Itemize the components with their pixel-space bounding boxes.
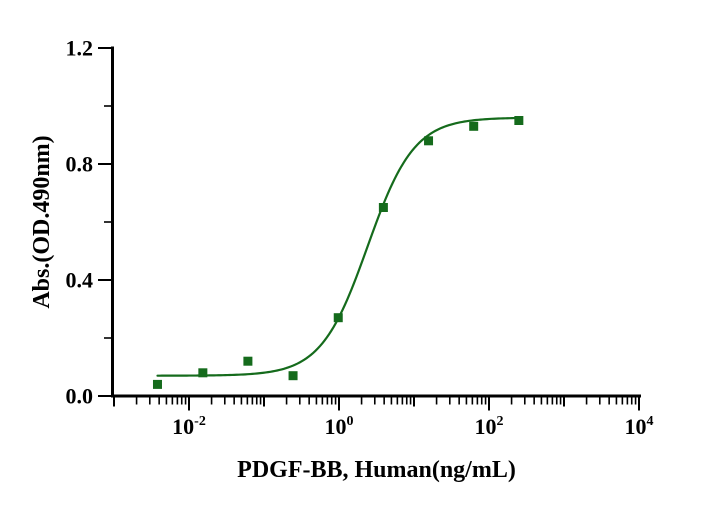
x-tick-label: 102 [475, 414, 504, 439]
fit-curve [156, 116, 520, 377]
x-tick-label: 10-2 [172, 414, 206, 439]
y-tick-label: 0.4 [66, 268, 94, 293]
data-point [198, 368, 208, 378]
x-tick-label: 104 [625, 414, 654, 439]
y-tick-label: 0.0 [66, 384, 94, 409]
x-axis-title: PDGF-BB, Human(ng/mL) [237, 457, 516, 483]
data-point [514, 116, 524, 125]
data-point [424, 136, 434, 146]
data-point [469, 121, 479, 131]
data-point [288, 371, 298, 381]
data-point [333, 313, 343, 323]
data-point [378, 203, 388, 212]
y-tick-label: 0.8 [66, 152, 94, 177]
data-point [243, 356, 253, 366]
data-point [152, 379, 162, 389]
y-axis-title: Abs.(OD.490nm) [29, 135, 55, 309]
y-tick-label: 1.2 [66, 36, 94, 61]
x-tick-label: 100 [325, 414, 354, 439]
